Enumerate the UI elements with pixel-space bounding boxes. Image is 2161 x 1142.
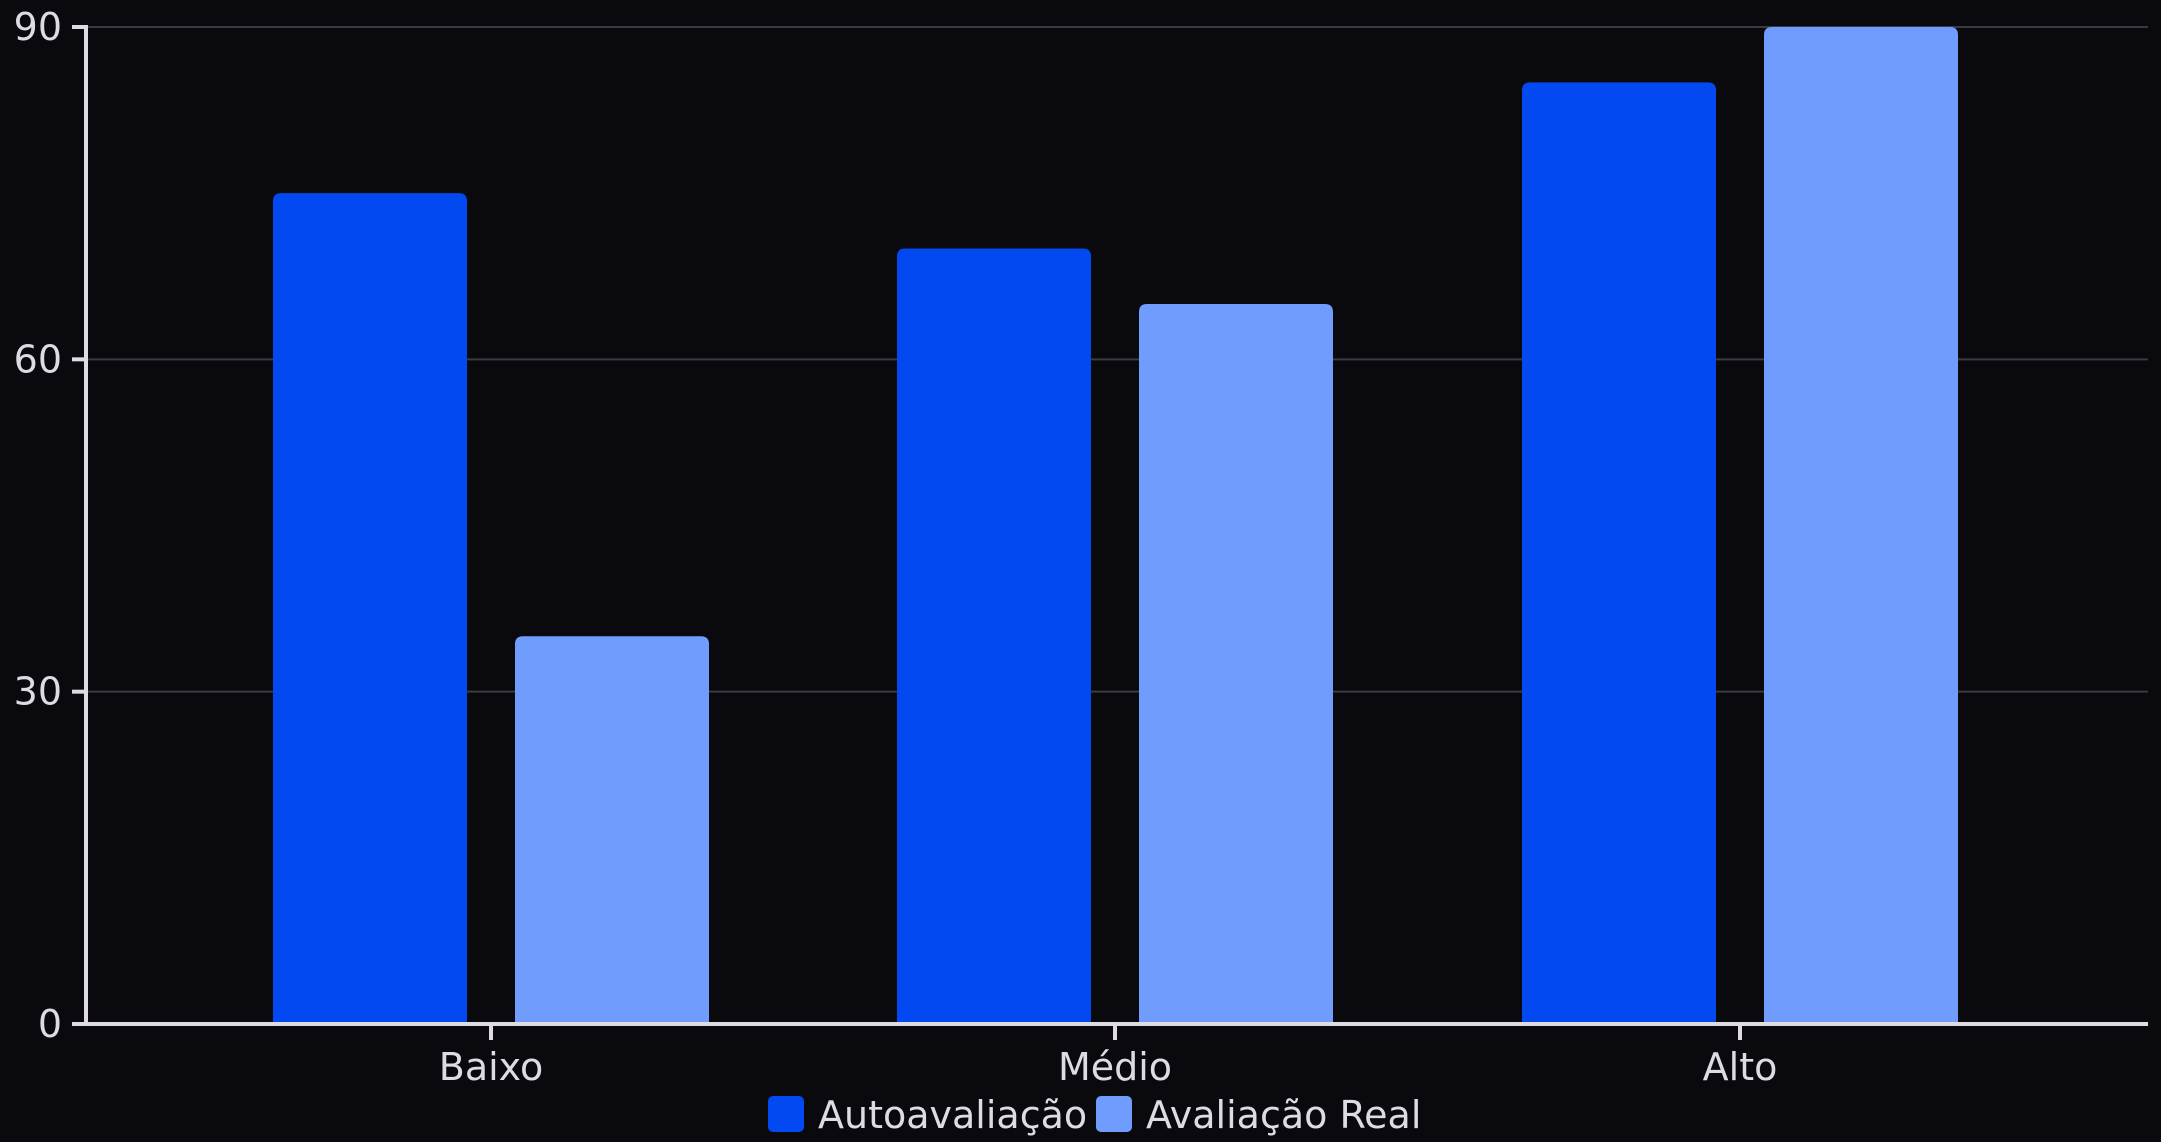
legend-label: Autoavaliação: [818, 1093, 1087, 1137]
y-tick-label: 30: [14, 670, 62, 714]
bar-autoavaliacao-baixo: [273, 193, 467, 1024]
legend-swatch: [768, 1096, 804, 1132]
legend: Autoavaliação Avaliação Real: [768, 1093, 1421, 1137]
x-tick-label: Médio: [1058, 1045, 1172, 1089]
bar-avaliacao-real-médio: [1139, 303, 1333, 1024]
bar-avaliacao-real-alto: [1764, 27, 1958, 1024]
x-tick-label: Baixo: [439, 1045, 543, 1089]
legend-label: Avaliação Real: [1146, 1093, 1421, 1137]
bar-autoavaliacao-médio: [897, 248, 1091, 1025]
x-axis-ticks: Baixo Médio Alto: [439, 1024, 1778, 1089]
legend-swatch: [1096, 1096, 1132, 1132]
y-tick-label: 60: [14, 337, 62, 381]
bars: [273, 27, 1958, 1025]
bar-autoavaliacao-alto: [1522, 82, 1716, 1024]
x-tick-label: Alto: [1703, 1045, 1778, 1089]
y-tick-label: 0: [38, 1002, 62, 1046]
y-tick-label: 90: [14, 5, 62, 49]
y-axis-ticks: 0 30 60 90: [14, 5, 86, 1046]
bar-avaliacao-real-baixo: [515, 636, 709, 1024]
